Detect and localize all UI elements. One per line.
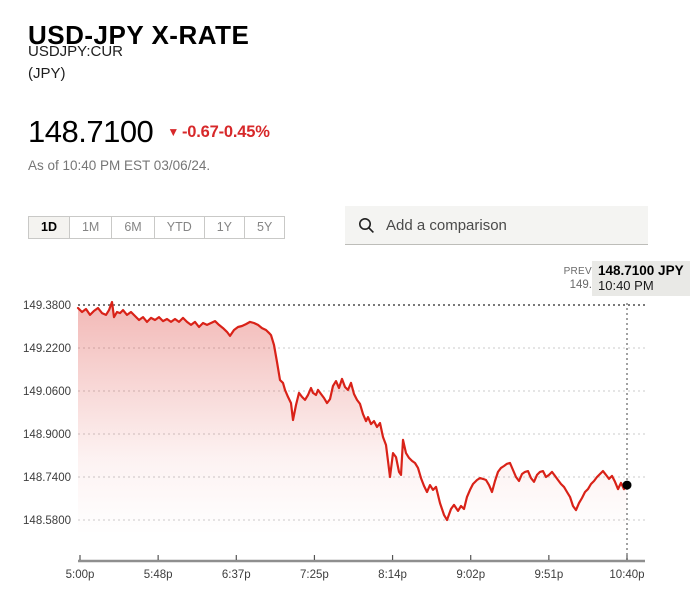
price-area <box>78 302 627 558</box>
x-axis-label: 6:37p <box>222 569 251 581</box>
price-chart[interactable]: 5:00p 5:48p 6:37p 7:25p 8:14p 9:02p 9:51p 10:40… <box>0 252 690 604</box>
y-axis-label: 148.9000 <box>23 429 71 441</box>
search-icon <box>358 217 375 234</box>
prev-close-label: PREV 149. <box>564 265 592 293</box>
x-axis-label: 9:02p <box>456 569 485 581</box>
tab-5y[interactable]: 5Y <box>244 217 285 238</box>
x-axis-label: 7:25p <box>300 569 329 581</box>
as-of-timestamp: As of 10:40 PM EST 03/06/24. <box>28 158 211 173</box>
y-axis-label: 149.3800 <box>23 300 71 312</box>
last-price-tooltip: 148.7100 JPY 10:40 PM <box>592 261 690 296</box>
change-value: -0.67 <box>182 122 219 141</box>
x-axis-label: 5:00p <box>66 569 95 581</box>
x-axis-label: 10:40p <box>609 569 644 581</box>
tab-1d[interactable]: 1D <box>29 217 69 238</box>
down-arrow-icon: ▼ <box>167 125 179 139</box>
current-price: 148.7100 <box>28 114 154 149</box>
tooltip-price: 148.7100 JPY <box>598 263 684 278</box>
comparison-input[interactable] <box>384 215 648 235</box>
y-axis-label: 148.5800 <box>23 515 71 527</box>
prev-close-caption: PREV <box>563 266 592 277</box>
price-row: 148.7100 ▼ -0.67 -0.45% <box>28 114 270 150</box>
page-title: USD-JPY X-RATE <box>28 20 250 51</box>
range-tab-bar: 1D 1M 6M YTD 1Y 5Y <box>28 216 286 239</box>
price-change: ▼ -0.67 -0.45% <box>167 122 270 142</box>
tooltip-time: 10:40 PM <box>598 278 654 293</box>
x-axis-label: 9:51p <box>534 569 563 581</box>
tab-1y[interactable]: 1Y <box>203 217 245 238</box>
currency-unit: (JPY) <box>28 65 66 82</box>
prev-close-value: 149. <box>569 279 592 291</box>
last-price-dot <box>622 480 632 490</box>
y-axis-label: 148.7400 <box>23 472 71 484</box>
comparison-search[interactable] <box>345 206 648 245</box>
ticker-symbol: USDJPY:CUR <box>28 43 124 60</box>
price-line <box>76 300 629 522</box>
x-axis-label: 5:48p <box>144 569 173 581</box>
y-axis-label: 149.0600 <box>23 386 71 398</box>
x-axis-label: 8:14p <box>378 569 407 581</box>
tab-6m[interactable]: 6M <box>111 217 154 238</box>
tab-1m[interactable]: 1M <box>68 217 112 238</box>
change-percent: -0.45% <box>218 122 270 141</box>
tab-ytd[interactable]: YTD <box>153 217 204 238</box>
y-axis-label: 149.2200 <box>23 343 71 355</box>
